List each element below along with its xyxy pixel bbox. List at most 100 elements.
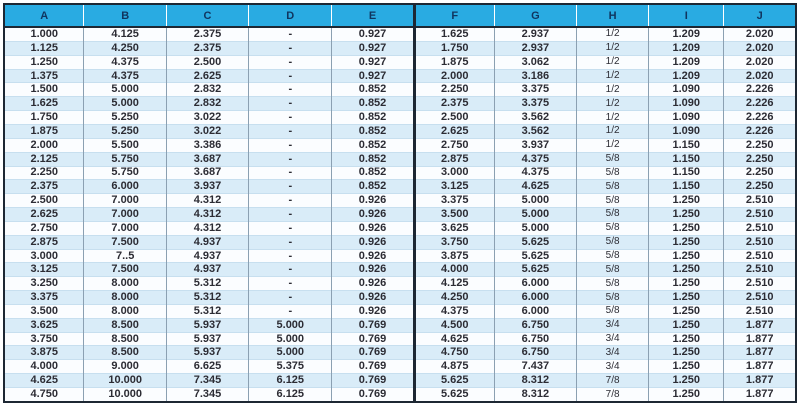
table-cell: 4.250 <box>412 290 495 305</box>
table-cell: 5.625 <box>493 248 577 263</box>
table-cell: 0.927 <box>331 68 415 83</box>
table-cell: 8.000 <box>83 290 167 305</box>
table-cell: 4.312 <box>165 220 249 236</box>
table-cell: 6.000 <box>83 179 167 194</box>
table-cell: 5.000 <box>248 317 332 333</box>
table-cell: 2.226 <box>723 123 796 139</box>
table-cell: 2.250 <box>723 151 796 167</box>
table-cell: 5/8 <box>576 290 649 305</box>
table-cell: 7..5 <box>83 248 167 263</box>
table-cell: 1.090 <box>648 96 724 111</box>
table-cell: 1.625 <box>4 96 84 111</box>
table-cell: 0.926 <box>331 290 415 305</box>
table-cell: 5.000 <box>493 220 577 236</box>
table-cell: 3.386 <box>165 137 249 153</box>
table-row: 1.125 4.250 2.375-0.927 1.750 2.937 1/2 1.209 2… <box>4 40 796 56</box>
table-cell: 5.000 <box>83 96 167 111</box>
table-cell: 2.625 <box>412 123 495 139</box>
table-cell: 3.186 <box>493 68 577 83</box>
table-cell: 1/2 <box>576 137 649 153</box>
column-header-e: E <box>331 4 415 28</box>
table-cell: - <box>248 82 332 97</box>
table-cell: 2.226 <box>723 82 796 97</box>
table-cell: 8.000 <box>83 303 167 319</box>
column-header-h: H <box>576 4 649 28</box>
table-cell: 0.926 <box>331 234 415 250</box>
table-cell: 2.250 <box>4 165 84 180</box>
table-cell: 1.250 <box>648 248 724 263</box>
table-cell: 2.625 <box>165 68 249 83</box>
table-cell: - <box>248 303 332 319</box>
table-cell: - <box>248 123 332 139</box>
table-cell: 3.000 <box>4 248 84 263</box>
table-cell: - <box>248 248 332 263</box>
column-header-b: B <box>83 4 167 28</box>
table-cell: 9.000 <box>83 359 167 374</box>
table-cell: 1/2 <box>576 54 649 70</box>
table-row: 2.375 6.000 3.937-0.852 3.125 4.625 5/8 1.150 2… <box>4 179 796 194</box>
table-cell: 2.937 <box>493 27 577 42</box>
table-cell: 3.375 <box>412 193 495 208</box>
table-cell: - <box>248 96 332 111</box>
table-cell: 0.769 <box>331 386 415 402</box>
table-cell: 1.209 <box>648 27 724 42</box>
table-cell: 1/2 <box>576 27 649 42</box>
table-cell: 3.875 <box>412 248 495 263</box>
table-cell: 3.875 <box>4 345 84 360</box>
table-cell: 0.769 <box>331 345 415 360</box>
table-cell: 2.000 <box>4 137 84 153</box>
table-row: 3.000 7..5 4.937-0.926 3.875 5.625 5/8 1.250 2.… <box>4 248 796 263</box>
table-cell: 2.510 <box>723 207 796 222</box>
table-cell: 5.625 <box>412 373 495 388</box>
table-cell: 8.000 <box>83 276 167 291</box>
table-cell: 2.510 <box>723 193 796 208</box>
table-cell: 3/4 <box>576 317 649 333</box>
table-cell: 0.926 <box>331 262 415 277</box>
table-cell: - <box>248 151 332 167</box>
table-cell: 0.852 <box>331 179 415 194</box>
table-cell: 5.250 <box>83 123 167 139</box>
table-cell: 1.000 <box>30 27 58 40</box>
table-cell: 4.625 <box>4 373 84 388</box>
table-cell: 2.510 <box>723 248 796 263</box>
table-cell: - <box>248 137 332 153</box>
table-cell: - <box>248 179 332 194</box>
table-cell: 1.250 <box>648 276 724 291</box>
table-cell: 4.125 <box>412 276 495 291</box>
table-cell: 4.375 <box>83 68 167 83</box>
table-row: 1.500 5.000 2.832-0.852 2.250 3.375 1/2 1.090 2… <box>4 82 796 97</box>
table-cell: 0.852 <box>331 123 415 139</box>
table-cell: 5.000 <box>83 82 167 97</box>
table-cell: 0.852 <box>331 137 415 153</box>
table-cell: 7.000 <box>83 193 167 208</box>
table-cell: 7/8 <box>576 373 649 388</box>
table-cell: 1.750 <box>412 40 495 56</box>
table-row: 1.375 4.375 2.625-0.927 2.000 3.186 1/2 1.209 2… <box>4 68 796 83</box>
table-cell: 1.250 <box>648 386 724 402</box>
table-cell: 1/2 <box>576 110 649 125</box>
table-cell: 3.500 <box>4 303 84 319</box>
table-row: 4.000 9.000 6.625 5.375 0.769 4.875 7.437 3/4 1.… <box>4 359 796 374</box>
table-cell: 2.510 <box>723 290 796 305</box>
table-cell: 2.226 <box>723 96 796 111</box>
table-cell: 1.877 <box>723 345 796 360</box>
table-cell: 4.000 <box>4 359 84 374</box>
table-cell: 1.090 <box>648 82 724 97</box>
table-cell: 1.250 <box>648 234 724 250</box>
table-cell: 5.312 <box>165 303 249 319</box>
column-header-g: G <box>493 4 577 28</box>
table-cell: 2.500 <box>412 110 495 125</box>
table-cell: 1.150 <box>648 165 724 180</box>
table-cell: 0.769 <box>331 317 415 333</box>
table-cell: 5/8 <box>576 262 649 277</box>
table-cell: 1.090 <box>648 110 724 125</box>
table-cell: 1.125 <box>4 40 84 56</box>
table-cell: 5.312 <box>165 290 249 305</box>
table-cell: 5/8 <box>576 207 649 222</box>
column-header-f: F <box>412 4 495 28</box>
table-cell: 1.250 <box>648 193 724 208</box>
table-cell: 1.250 <box>4 54 84 70</box>
table-cell: 2.510 <box>723 262 796 277</box>
table-cell: 2.875 <box>412 151 495 167</box>
table-cell: 5/8 <box>576 234 649 250</box>
